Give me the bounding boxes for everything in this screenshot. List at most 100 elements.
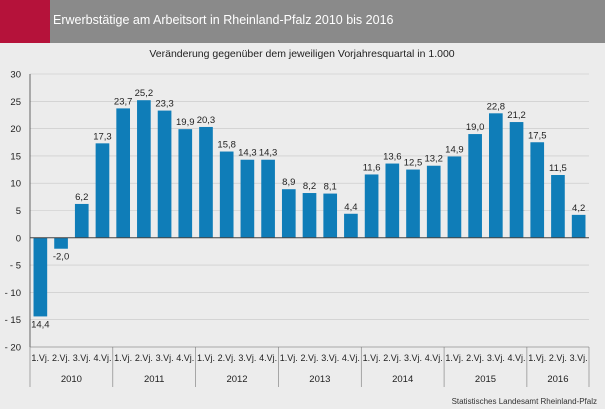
x-tick-label: 4.Vj. [259,353,277,363]
x-tick-label: 1.Vj. [528,353,546,363]
x-tick-label: 2.Vj. [218,353,236,363]
x-tick-label: 3.Vj. [321,353,339,363]
y-tick-label: - 10 [5,288,21,299]
x-tick-label: 3.Vj. [238,353,256,363]
bar [33,237,48,317]
chart-subtitle: Veränderung gegenüber dem jeweiligen Vor… [149,48,454,60]
bar [323,193,338,238]
bar [489,113,503,238]
data-label: 8,1 [324,182,337,193]
data-label: -2,0 [53,252,69,263]
y-tick-label: 10 [10,179,21,190]
x-tick-label: 3.Vj. [487,353,505,363]
x-tick-label: 3.Vj. [73,353,91,363]
y-tick-label: 15 [10,151,21,162]
bar [302,193,317,238]
bar [571,214,586,238]
y-tick-label: - 5 [10,261,21,272]
data-label: 23,7 [114,96,133,107]
data-label: 6,2 [75,192,88,203]
bar [385,163,400,238]
x-tick-label: 1.Vj. [445,353,463,363]
y-tick-label: 30 [10,70,21,81]
x-tick-label: 2.Vj. [466,353,484,363]
x-tick-label: 4.Vj. [342,353,360,363]
y-tick-label: - 15 [5,315,21,326]
bar [364,174,379,238]
x-tick-label: 4.Vj. [176,353,194,363]
x-tick-label: 1.Vj. [363,353,381,363]
bar-chart: Veränderung gegenüber dem jeweiligen Vor… [0,43,605,409]
bar [447,156,462,238]
x-tick-label: 3.Vj. [404,353,422,363]
source-note: Statistisches Landesamt Rheinland-Pfalz [452,397,597,406]
bar [95,143,110,238]
data-label: 8,9 [282,177,295,188]
data-label: 11,5 [549,163,567,174]
data-label: 13,6 [383,152,402,163]
data-label: 21,2 [507,110,526,121]
bar [281,189,296,238]
bar [74,203,89,238]
year-group-label: 2013 [309,374,330,385]
page-title: Erwerbstätige am Arbeitsort in Rheinland… [53,13,394,27]
year-group-label: 2016 [547,374,568,385]
x-tick-label: 1.Vj. [114,353,132,363]
bar [406,169,420,238]
data-label: 14,4 [31,319,50,330]
data-label: 25,2 [135,88,154,99]
bar [530,142,545,238]
header-accent [0,0,50,43]
x-tick-label: 3.Vj. [156,353,174,363]
data-label: 19,0 [466,122,485,133]
year-group-label: 2012 [226,374,247,385]
x-tick-label: 2.Vj. [383,353,401,363]
year-group-label: 2015 [475,374,496,385]
bar [426,165,441,238]
bar [240,159,255,238]
bar [157,110,172,238]
bar [344,213,358,238]
year-group-label: 2010 [61,374,82,385]
bar [137,100,151,238]
x-tick-label: 4.Vj. [508,353,526,363]
bar [178,129,193,238]
data-label: 17,5 [528,130,547,141]
data-label: 4,2 [572,203,585,214]
data-label: 20,3 [197,115,216,126]
x-tick-label: 1.Vj. [31,353,49,363]
bar [509,122,524,238]
data-label: 14,3 [259,148,278,159]
data-label: 14,3 [238,148,257,159]
data-label: 14,9 [445,144,464,155]
y-tick-label: 5 [16,206,21,217]
data-label: 23,3 [155,99,174,110]
bar [116,108,130,238]
bar [54,237,68,249]
bar [219,151,234,238]
x-tick-label: 1.Vj. [280,353,298,363]
data-label: 17,3 [93,131,112,142]
y-tick-label: 25 [10,97,21,108]
x-tick-label: 4.Vj. [93,353,111,363]
data-label: 4,4 [344,202,357,213]
bar [551,175,565,238]
bar [199,126,213,238]
x-tick-label: 2.Vj. [549,353,567,363]
header-bar: Erwerbstätige am Arbeitsort in Rheinland… [0,0,605,43]
year-group-label: 2011 [144,374,164,385]
data-label: 19,9 [176,117,195,128]
data-label: 13,2 [424,154,443,165]
x-tick-label: 4.Vj. [425,353,443,363]
year-group-label: 2014 [392,374,413,385]
x-tick-label: 2.Vj. [135,353,153,363]
bar [261,159,275,238]
y-tick-label: 20 [10,124,21,135]
y-tick-label: - 20 [5,343,21,354]
x-tick-label: 1.Vj. [197,353,215,363]
x-tick-label: 2.Vj. [52,353,70,363]
data-label: 22,8 [487,101,506,112]
data-label: 11,6 [363,162,381,173]
data-label: 8,2 [303,181,316,192]
x-tick-label: 2.Vj. [300,353,318,363]
